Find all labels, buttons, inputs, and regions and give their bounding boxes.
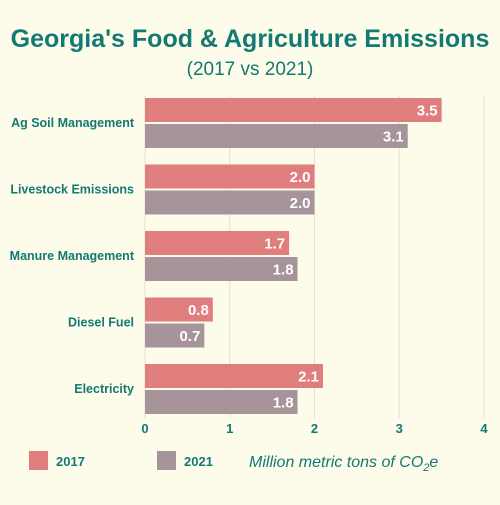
bar-2021 bbox=[145, 190, 315, 215]
x-axis-label-prefix: Million metric tons of CO bbox=[249, 454, 423, 471]
legend-label-2021: 2021 bbox=[184, 454, 213, 469]
category-label: Electricity bbox=[74, 382, 134, 396]
category-label: Ag Soil Management bbox=[11, 116, 135, 130]
bar-value-label: 1.7 bbox=[264, 236, 285, 253]
bar-2017 bbox=[145, 297, 213, 322]
bar-value-label: 1.8 bbox=[273, 395, 294, 412]
bar-2017 bbox=[145, 231, 290, 255]
category-label: Manure Management bbox=[10, 249, 135, 263]
bar-value-label: 0.7 bbox=[179, 328, 200, 345]
legend-swatch-2017 bbox=[29, 451, 48, 470]
legend-label-2017: 2017 bbox=[56, 454, 85, 469]
category-labels: Ag Soil Management Livestock Emissions Man… bbox=[10, 116, 135, 396]
bar-value-label: 3.1 bbox=[383, 129, 404, 146]
bar-value-label: 2.0 bbox=[290, 195, 311, 212]
bar-value-label: 1.8 bbox=[273, 262, 294, 279]
x-tick-label: 3 bbox=[396, 421, 403, 436]
x-axis-label: Million metric tons of CO2e bbox=[249, 454, 438, 474]
category-label: Diesel Fuel bbox=[68, 316, 134, 330]
bar-2017 bbox=[145, 98, 442, 122]
bar-2017 bbox=[145, 164, 315, 189]
x-axis-label-subscript: 2 bbox=[422, 462, 429, 474]
x-tick-label: 2 bbox=[311, 421, 318, 436]
x-tick-labels: 0 1 2 3 4 bbox=[141, 421, 488, 436]
bar-2017 bbox=[145, 364, 323, 388]
x-axis-label-suffix: e bbox=[429, 454, 438, 471]
x-tick-label: 1 bbox=[226, 421, 233, 436]
bar-2021 bbox=[145, 124, 408, 148]
chart-subtitle: (2017 vs 2021) bbox=[187, 59, 314, 80]
bar-value-label: 2.1 bbox=[298, 369, 319, 386]
x-tick-label: 0 bbox=[141, 421, 148, 436]
bars-group: 3.53.12.02.01.71.80.80.72.11.8 bbox=[145, 98, 442, 414]
legend: 2017 2021 bbox=[29, 451, 213, 470]
x-tick-label: 4 bbox=[480, 421, 488, 436]
bar-value-label: 2.0 bbox=[290, 169, 311, 186]
bar-value-label: 0.8 bbox=[188, 302, 209, 319]
bar-2021 bbox=[145, 257, 298, 281]
chart-title: Georgia's Food & Agriculture Emissions bbox=[11, 25, 490, 53]
legend-swatch-2021 bbox=[157, 451, 176, 470]
bar-2021 bbox=[145, 323, 205, 348]
category-label: Livestock Emissions bbox=[10, 183, 134, 197]
bar-value-label: 3.5 bbox=[417, 103, 438, 120]
bar-2021 bbox=[145, 390, 298, 414]
